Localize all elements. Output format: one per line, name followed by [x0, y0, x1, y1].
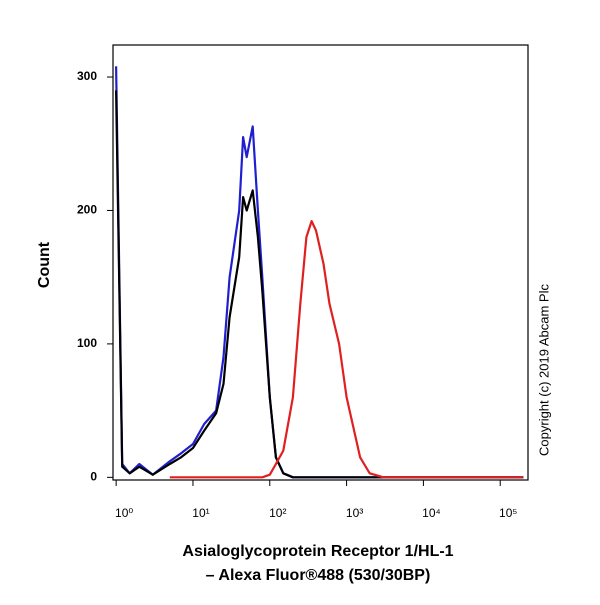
copyright: Copyright (c) 2019 Abcam Plc	[536, 284, 551, 456]
y-axis-title: Count	[36, 241, 53, 288]
plot-frame	[112, 44, 529, 481]
series-line	[169, 220, 524, 479]
x-tick-label: 10⁵	[499, 506, 517, 520]
x-tick-label: 10⁴	[422, 506, 441, 520]
y-tick-label: 100	[77, 336, 97, 350]
x-axis-title: Asialoglycoprotein Receptor 1/HL-1	[182, 543, 453, 560]
x-tick-label: 10⁰	[115, 506, 133, 520]
x-axis-title: – Alexa Fluor®488 (530/30BP)	[206, 567, 431, 584]
series-line	[115, 66, 524, 479]
y-tick-label: 300	[77, 69, 97, 83]
y-tick-label: 200	[77, 203, 97, 217]
x-tick-label: 10³	[346, 506, 363, 520]
x-tick-label: 10²	[269, 506, 286, 520]
y-tick-label: 0	[90, 470, 97, 484]
x-tick-label: 10¹	[192, 506, 209, 520]
series-line	[115, 90, 524, 479]
